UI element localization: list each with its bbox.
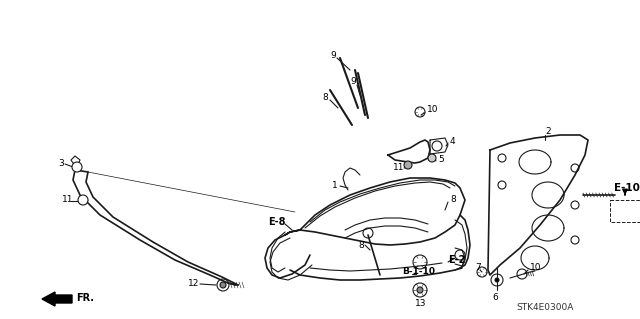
Circle shape [220, 282, 226, 288]
Text: 8: 8 [450, 196, 456, 204]
Text: 1: 1 [332, 181, 338, 189]
Text: E-2: E-2 [448, 255, 465, 265]
Circle shape [495, 278, 499, 282]
Text: 12: 12 [188, 279, 200, 288]
Text: 3: 3 [58, 159, 64, 167]
Text: E-8: E-8 [268, 217, 285, 227]
Text: 13: 13 [415, 299, 426, 308]
Circle shape [428, 154, 436, 162]
Text: 9: 9 [350, 78, 356, 86]
Text: 7: 7 [475, 263, 481, 272]
Circle shape [417, 287, 423, 293]
Circle shape [78, 195, 88, 205]
Text: B-1-10: B-1-10 [402, 268, 435, 277]
Text: 10: 10 [427, 106, 438, 115]
Circle shape [404, 161, 412, 169]
Text: 5: 5 [438, 155, 444, 165]
Polygon shape [42, 292, 72, 306]
Text: 4: 4 [450, 137, 456, 145]
Text: STK4E0300A: STK4E0300A [516, 303, 573, 313]
Text: FR.: FR. [76, 293, 94, 303]
Text: 10: 10 [530, 263, 541, 272]
Text: 11: 11 [393, 164, 404, 173]
Text: E-10-10: E-10-10 [614, 183, 640, 193]
Text: 2: 2 [545, 128, 550, 137]
Text: 6: 6 [492, 293, 498, 301]
Text: 9: 9 [330, 50, 336, 60]
Circle shape [72, 162, 82, 172]
Text: 11: 11 [62, 196, 74, 204]
Text: 8: 8 [358, 241, 364, 249]
Text: 8: 8 [322, 93, 328, 102]
